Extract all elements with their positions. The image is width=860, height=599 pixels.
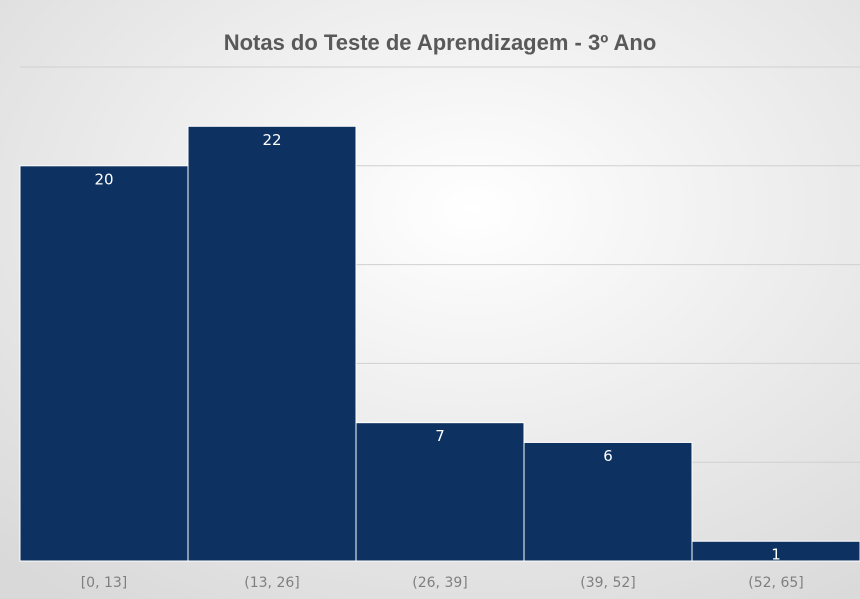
data-label: 7 — [435, 427, 445, 445]
x-tick-label: (52, 65] — [748, 575, 803, 591]
chart-title: Notas do Teste de Aprendizagem - 3º Ano — [224, 30, 657, 55]
x-tick-label: (39, 52] — [580, 575, 635, 591]
data-label: 6 — [603, 447, 613, 465]
bar — [523, 441, 693, 562]
data-label: 20 — [94, 170, 113, 188]
data-label: 22 — [262, 131, 281, 149]
x-tick-label: (13, 26] — [244, 575, 299, 591]
x-tick-label: (26, 39] — [412, 575, 467, 591]
x-tick-label: [0, 13] — [81, 575, 128, 591]
bar — [187, 125, 357, 562]
bar — [19, 165, 189, 562]
data-label: 1 — [771, 546, 781, 564]
bar — [691, 540, 860, 562]
